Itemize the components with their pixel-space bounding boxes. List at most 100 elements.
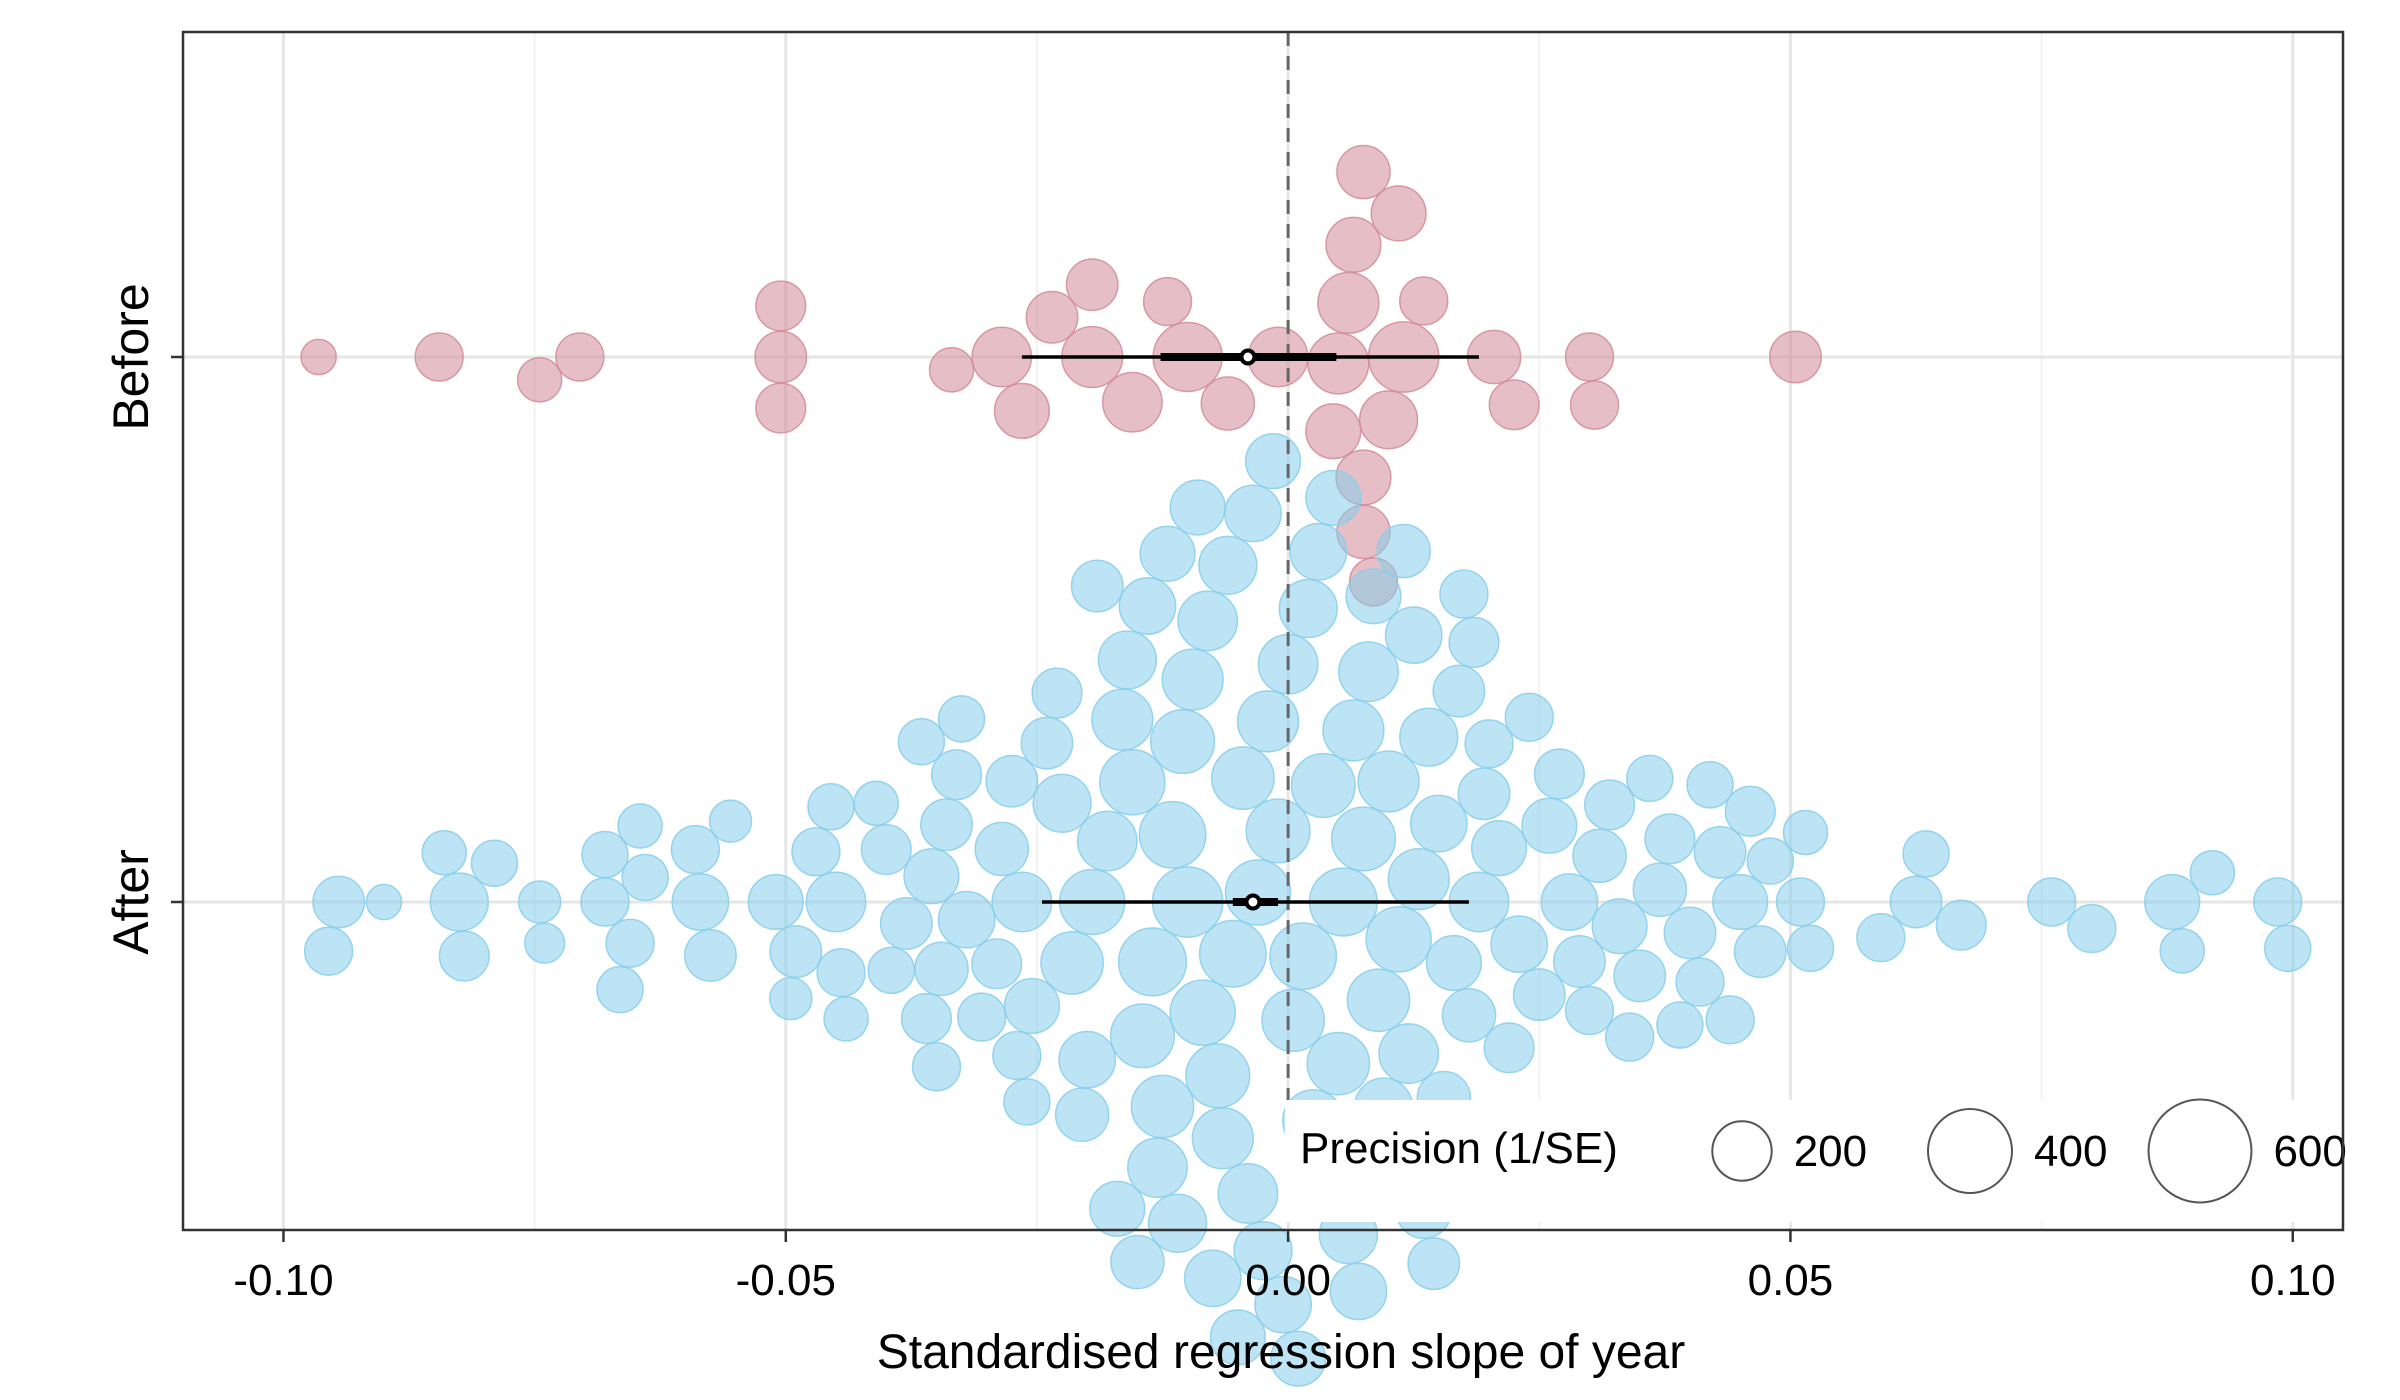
data-point-after xyxy=(1889,875,1943,929)
data-point-after xyxy=(1118,577,1177,635)
data-point-after xyxy=(1217,1163,1279,1224)
data-point-after xyxy=(670,824,721,875)
data-point-after xyxy=(429,872,489,932)
data-point-after xyxy=(879,897,933,950)
data-point-after xyxy=(312,875,366,929)
data-point-after xyxy=(769,925,823,979)
data-point-after xyxy=(1686,761,1734,809)
data-point-after xyxy=(1632,862,1688,918)
plot-panel xyxy=(183,32,2343,1230)
data-point-after xyxy=(1705,995,1755,1045)
data-point-before xyxy=(755,382,807,434)
data-point-after xyxy=(1733,925,1787,979)
data-point-after xyxy=(1099,749,1166,816)
legend-size-key-600 xyxy=(2147,1098,2253,1204)
data-point-before xyxy=(414,332,464,382)
data-point-after xyxy=(911,1042,962,1092)
data-point-before xyxy=(300,338,337,376)
legend-label-200: 200 xyxy=(1794,1127,1867,1176)
data-point-after xyxy=(1346,968,1411,1033)
data-point-after xyxy=(1399,707,1459,767)
data-point-after xyxy=(930,749,983,801)
data-point-after xyxy=(1425,934,1483,992)
data-point-before xyxy=(555,332,605,382)
data-point-after xyxy=(1693,825,1747,879)
legend-background xyxy=(1285,1100,2360,1222)
data-point-after xyxy=(1552,934,1606,988)
data-point-after xyxy=(1117,927,1188,997)
x-tick-label: 0.10 xyxy=(2250,1256,2336,1305)
data-point-after xyxy=(747,873,804,931)
data-point-before xyxy=(1358,390,1419,450)
data-point-after xyxy=(1278,578,1338,639)
data-point-before xyxy=(1101,371,1163,433)
data-point-after xyxy=(2144,873,2201,931)
data-point-after xyxy=(517,880,562,924)
data-point-after xyxy=(2189,849,2236,896)
legend-title: Precision (1/SE) xyxy=(1300,1124,1618,1173)
data-point-after xyxy=(1512,968,1566,1022)
data-point-before xyxy=(1399,276,1449,326)
data-point-before xyxy=(1065,258,1119,312)
data-point-after xyxy=(1032,773,1092,833)
x-tick-label: -0.10 xyxy=(233,1256,333,1305)
data-point-after xyxy=(1591,898,1648,955)
data-point-before xyxy=(1325,216,1382,273)
data-point-after xyxy=(1031,667,1083,719)
data-point-after xyxy=(1290,752,1356,819)
interval-layer xyxy=(1021,348,1479,911)
data-point-after xyxy=(897,718,946,766)
data-point-after xyxy=(903,848,960,905)
data-point-before xyxy=(516,357,563,403)
data-point-after xyxy=(1236,690,1300,753)
legend: Precision (1/SE) 200 400 600 xyxy=(1285,1098,2360,1222)
data-point-after xyxy=(1675,957,1725,1007)
x-tick-label: 0.00 xyxy=(1245,1256,1331,1305)
data-point-after xyxy=(683,928,737,982)
data-point-after xyxy=(1626,754,1674,803)
data-point-after xyxy=(1097,630,1158,690)
data-point-after xyxy=(1365,906,1432,973)
data-point-after xyxy=(1457,767,1511,821)
data-point-before xyxy=(1768,330,1822,384)
data-point-after xyxy=(1483,1022,1535,1074)
data-point-after xyxy=(708,799,753,843)
data-point-after xyxy=(992,1030,1042,1081)
data-point-after xyxy=(621,853,669,902)
data-point-after xyxy=(920,798,974,852)
data-point-after xyxy=(470,839,519,888)
data-point-after xyxy=(1384,606,1443,665)
data-point-before xyxy=(754,330,808,384)
data-point-after xyxy=(524,922,566,964)
data-point-after xyxy=(769,976,813,1021)
data-point-after xyxy=(1161,648,1224,711)
data-point-after xyxy=(1663,906,1717,960)
data-point-after xyxy=(1605,1012,1655,1062)
data-point-after xyxy=(1329,1262,1388,1321)
data-point-after xyxy=(957,992,1007,1042)
data-point-after xyxy=(605,918,655,968)
data-point-after xyxy=(867,946,916,995)
data-point-after xyxy=(853,780,899,827)
data-point-after xyxy=(1185,1043,1251,1109)
data-point-after xyxy=(1305,469,1362,527)
data-point-after xyxy=(1376,523,1431,579)
data-point-after xyxy=(1439,569,1489,619)
x-axis: -0.10 -0.05 0.00 0.05 0.10 xyxy=(233,1230,2336,1305)
data-point-after xyxy=(1712,873,1769,931)
data-point-before xyxy=(1307,332,1370,395)
data-point-after xyxy=(1130,1074,1195,1139)
data-point-after xyxy=(1746,837,1795,885)
data-point-after xyxy=(1224,859,1292,926)
legend-label-600: 600 xyxy=(2273,1127,2346,1176)
data-point-after xyxy=(1902,830,1950,878)
data-point-after xyxy=(1198,535,1258,595)
data-point-after xyxy=(1138,800,1207,869)
data-point-after xyxy=(1584,779,1636,831)
data-point-before xyxy=(1317,271,1380,335)
data-point-after xyxy=(1244,433,1302,490)
data-point-after xyxy=(1357,750,1420,813)
data-point-before xyxy=(1569,380,1620,430)
x-tick-label: 0.05 xyxy=(1748,1256,1834,1305)
